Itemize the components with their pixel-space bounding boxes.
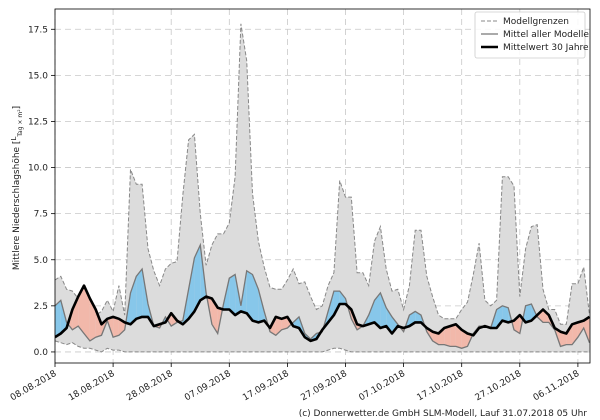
- y-tick-label: 2.5: [34, 302, 48, 312]
- above-climate-fill: [496, 305, 503, 328]
- above-climate-fill: [415, 311, 421, 323]
- above-climate-fill: [55, 300, 61, 338]
- above-climate-fill: [339, 291, 346, 304]
- below-climate-fill: [577, 320, 584, 338]
- x-tick-label: 27.10.2018: [474, 369, 524, 404]
- below-climate-fill: [281, 316, 288, 330]
- x-axis: 08.08.2018 18.08.2018 28.08.2018 07.09.2018…: [9, 363, 582, 403]
- y-axis-label-text: Mittlere Niederschlagshöhe [LTag × m²]: [10, 106, 24, 270]
- lines: [55, 242, 590, 349]
- above-climate-fill: [136, 269, 143, 319]
- y-tick-label: 0.0: [34, 348, 49, 358]
- below-climate-fill: [450, 324, 456, 347]
- legend-label-climate: Mittelwert 30 Jahre: [503, 43, 589, 53]
- credit-text: (c) Donnerwetter.de GmbH SLM-Modell, Lau…: [299, 409, 588, 419]
- x-tick-label: 08.08.2018: [9, 369, 59, 404]
- legend-label-bounds: Modellgrenzen: [503, 17, 569, 27]
- legend-label-mean: Mittel aller Modelle: [503, 30, 589, 40]
- x-tick-label: 27.09.2018: [299, 369, 349, 404]
- y-tick-label: 15.0: [28, 71, 48, 81]
- below-climate-fill: [72, 296, 79, 330]
- below-climate-fill: [461, 329, 468, 349]
- above-climate-fill: [374, 292, 381, 328]
- above-climate-fill: [188, 257, 195, 319]
- y-tick-label: 17.5: [28, 25, 48, 35]
- above-climate-fill: [328, 291, 334, 323]
- model-bounds-band: [55, 23, 590, 353]
- above-climate-fill: [368, 300, 375, 325]
- x-tick-label: 18.08.2018: [67, 369, 117, 404]
- x-tick-label: 07.10.2018: [357, 369, 407, 404]
- x-tick-label: 17.10.2018: [416, 369, 466, 404]
- below-climate-fill: [583, 316, 590, 343]
- y-axis: 0.0 2.5 5.0 7.5 10.0 12.5 15.0 17.5: [28, 25, 55, 358]
- above-climate-fill: [130, 276, 137, 325]
- y-tick-label: 5.0: [34, 256, 49, 266]
- legend-box: [474, 11, 586, 59]
- x-tick-label: 06.11.2018: [532, 369, 582, 404]
- plot-area: [55, 23, 590, 353]
- y-tick-label: 7.5: [34, 210, 48, 220]
- below-climate-fill: [113, 316, 119, 338]
- above-climate-fill: [194, 245, 201, 312]
- model-bounds-area: [55, 23, 590, 352]
- above-climate-fill: [392, 316, 398, 334]
- below-climate-fill: [537, 309, 543, 323]
- above-climate-fill: [258, 289, 265, 323]
- model-bounds-upper-line: [55, 23, 590, 325]
- below-climate-fill: [455, 324, 462, 349]
- y-tick-label: 10.0: [28, 164, 48, 174]
- x-tick-label: 07.09.2018: [183, 369, 233, 404]
- x-tick-label: 17.09.2018: [241, 369, 291, 404]
- climate-mean-line: [55, 284, 590, 343]
- below-climate-fill: [566, 324, 573, 345]
- above-climate-fill: [502, 305, 509, 323]
- above-climate-fill: [380, 292, 387, 328]
- plot-frame: [54, 8, 591, 364]
- y-tick-label: 12.5: [28, 117, 48, 127]
- x-tick-label: 28.08.2018: [125, 369, 175, 404]
- legend: Modellgrenzen Mittel aller Modelle Mitte…: [474, 11, 589, 59]
- below-climate-fill: [444, 326, 451, 347]
- model-bounds-lower-line: [55, 340, 590, 353]
- below-climate-fill: [78, 285, 84, 334]
- below-climate-fill: [84, 285, 90, 341]
- below-climate-fill: [560, 331, 567, 347]
- above-climate-fill: [246, 270, 253, 321]
- above-climate-fill: [525, 304, 532, 323]
- above-climate-fill: [333, 291, 340, 316]
- y-axis-label: Mittlere Niederschlagshöhe [LTag × m²]: [10, 106, 24, 270]
- above-climate-fill: [229, 274, 236, 316]
- below-climate-fill: [543, 309, 549, 323]
- above-climate-fill: [60, 300, 67, 334]
